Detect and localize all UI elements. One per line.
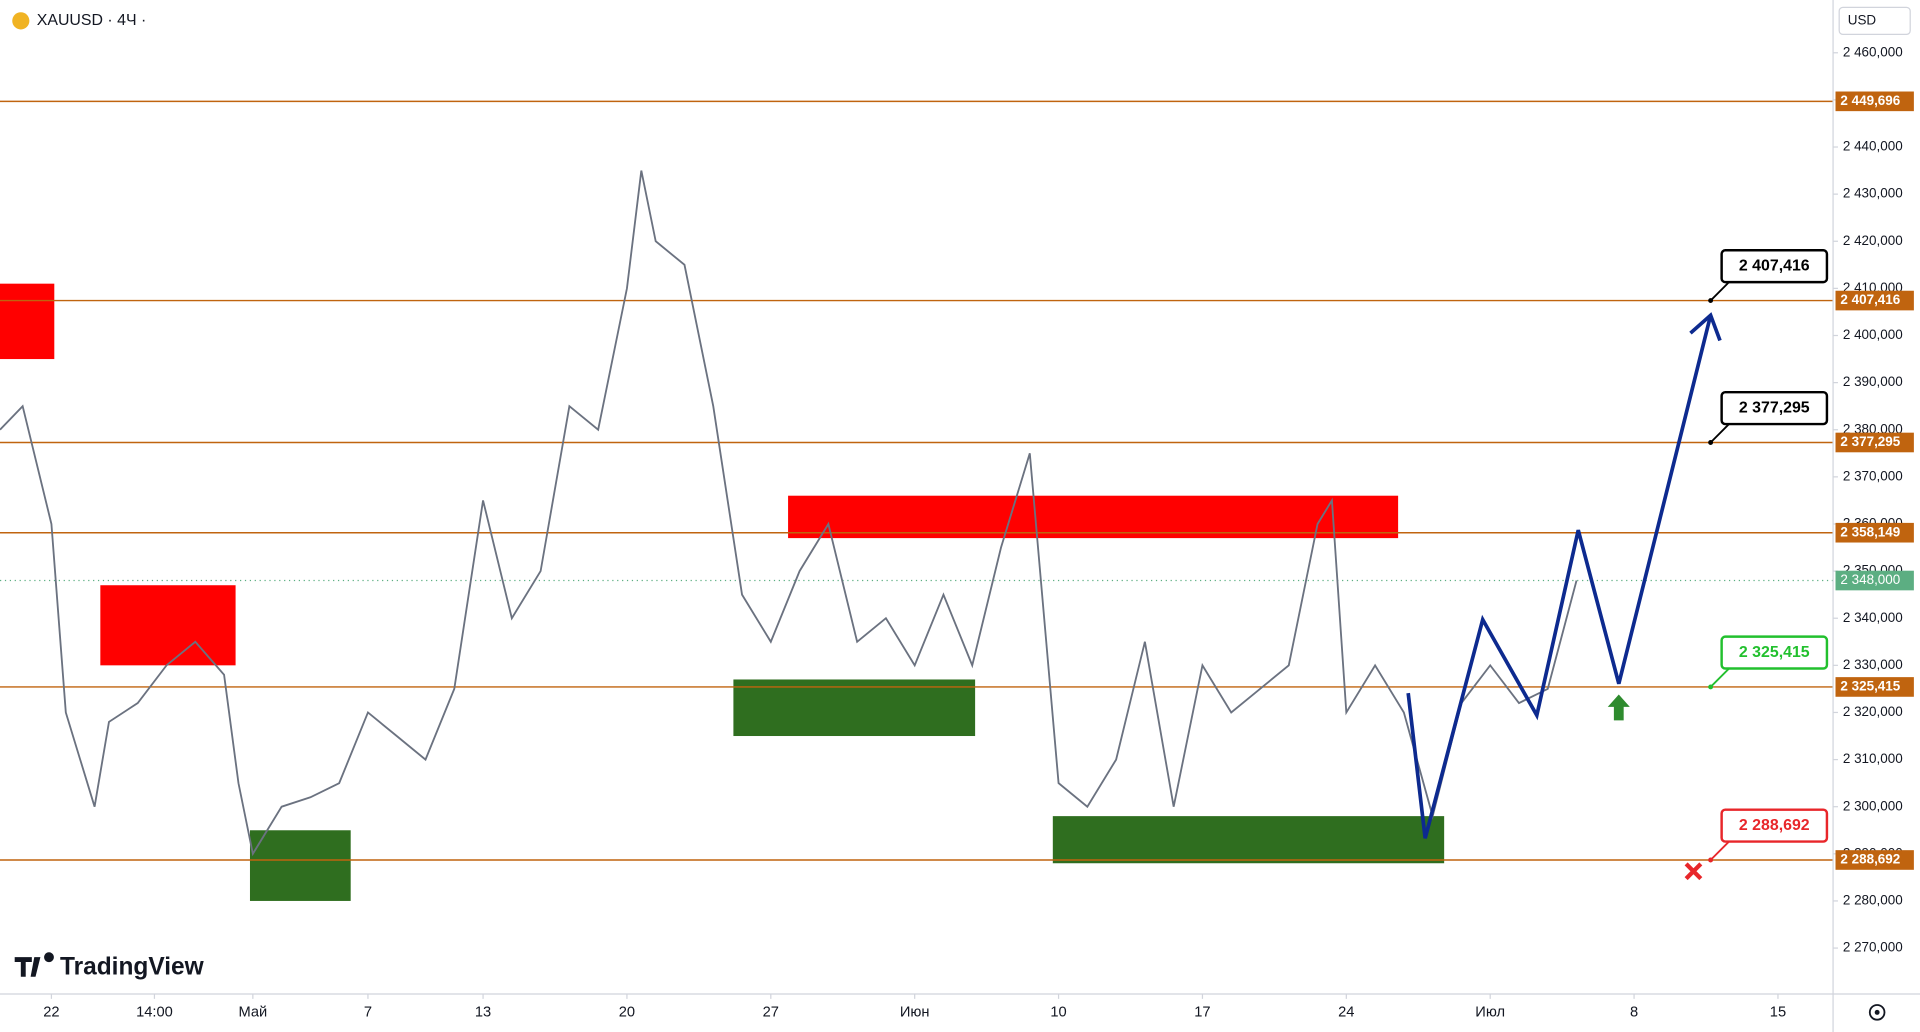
level-label: 2 407,416	[1840, 292, 1900, 307]
zone	[100, 585, 236, 666]
y-tick-label: 2 320,000	[1843, 704, 1903, 719]
plot-area	[0, 100, 1834, 901]
level-label: 2 325,415	[1840, 678, 1900, 693]
currency[interactable]: USD	[1848, 12, 1877, 27]
price-line	[0, 170, 1578, 857]
x-tick-label: Июн	[900, 1004, 930, 1020]
level-label-bg	[1835, 91, 1914, 112]
callout-label: 2 288,692	[1739, 817, 1810, 834]
level-label-bg	[1835, 677, 1914, 697]
forecast-path	[1406, 314, 1713, 839]
x-tick-label: 8	[1630, 1004, 1638, 1020]
x-tick-label: 27	[763, 1004, 779, 1020]
callout-box	[1720, 808, 1829, 843]
cross-mark	[1684, 862, 1703, 881]
symbol: XAUUSD · 4Ч ·	[37, 12, 147, 29]
callout-anchor	[1708, 684, 1714, 690]
level-label: 2 377,295	[1840, 434, 1900, 449]
level-label: 2 358,149	[1840, 524, 1900, 539]
x-tick-label: 22	[43, 1004, 59, 1020]
currency-button[interactable]	[1838, 6, 1911, 35]
level-label: 2 449,696	[1840, 93, 1900, 108]
x-tick-label: 14:00	[136, 1004, 173, 1020]
current-price-label: 2 348,000	[1840, 572, 1900, 587]
y-tick-label: 2 300,000	[1843, 798, 1903, 813]
y-tick-label: 2 460,000	[1843, 44, 1903, 59]
callout-label: 2 377,295	[1739, 399, 1810, 416]
y-tick-label: 2 400,000	[1843, 327, 1903, 342]
level-label-bg	[1835, 290, 1914, 311]
y-tick-label: 2 270,000	[1843, 940, 1903, 955]
y-tick-label: 2 420,000	[1843, 233, 1903, 248]
callout-box	[1720, 635, 1829, 670]
x-tick-label: 24	[1338, 1004, 1354, 1020]
callout-pointer	[1709, 667, 1730, 688]
up-arrow	[1607, 694, 1630, 721]
zone	[0, 283, 55, 360]
settings-icon-center	[1874, 1009, 1880, 1015]
y-tick-label: 2 390,000	[1843, 374, 1903, 389]
callout-anchor	[1708, 857, 1714, 863]
y-tick-label: 2 380,000	[1843, 421, 1903, 436]
zone	[733, 679, 976, 737]
callout-box	[1720, 249, 1829, 284]
y-tick-label: 2 280,000	[1843, 892, 1903, 907]
x-tick-label: 15	[1770, 1004, 1786, 1020]
callout-anchor	[1708, 298, 1714, 304]
callout-pointer	[1709, 423, 1730, 444]
y-tick-label: 2 330,000	[1843, 657, 1903, 672]
callout-anchor	[1708, 440, 1714, 445]
x-tick-label: Май	[238, 1004, 267, 1020]
symbol-icon	[12, 12, 30, 30]
y-tick-label: 2 370,000	[1843, 468, 1903, 483]
callout-label: 2 407,416	[1739, 257, 1810, 274]
x-tick-label: 7	[364, 1004, 372, 1020]
brand: TradingView	[60, 954, 205, 981]
current-price-bg	[1835, 570, 1914, 591]
callout-pointer	[1709, 840, 1730, 861]
forecast-arrowhead	[1689, 312, 1722, 342]
y-tick-label: 2 440,000	[1843, 139, 1903, 154]
level-label: 2 288,692	[1840, 852, 1900, 867]
x-tick-label: 17	[1194, 1004, 1210, 1020]
level-label-bg	[1835, 522, 1914, 543]
x-tick-label: 10	[1050, 1004, 1066, 1020]
settings-icon[interactable]	[1868, 1004, 1886, 1021]
callout-box	[1720, 390, 1829, 426]
y-tick-label: 2 430,000	[1843, 186, 1903, 201]
level-label-bg	[1835, 850, 1914, 870]
callout-pointer	[1709, 281, 1730, 302]
y-tick-label: 2 310,000	[1843, 751, 1903, 766]
zone	[788, 495, 1399, 539]
level-label-bg	[1835, 432, 1914, 453]
y-tick-label: 2 340,000	[1843, 610, 1903, 625]
x-tick-label: 13	[475, 1004, 491, 1020]
callout-label: 2 325,415	[1739, 644, 1810, 661]
zone	[1052, 816, 1445, 864]
brand-logo	[14, 952, 54, 977]
zone	[249, 830, 351, 901]
x-tick-label: Июл	[1475, 1004, 1505, 1020]
x-tick-label: 20	[619, 1004, 635, 1020]
